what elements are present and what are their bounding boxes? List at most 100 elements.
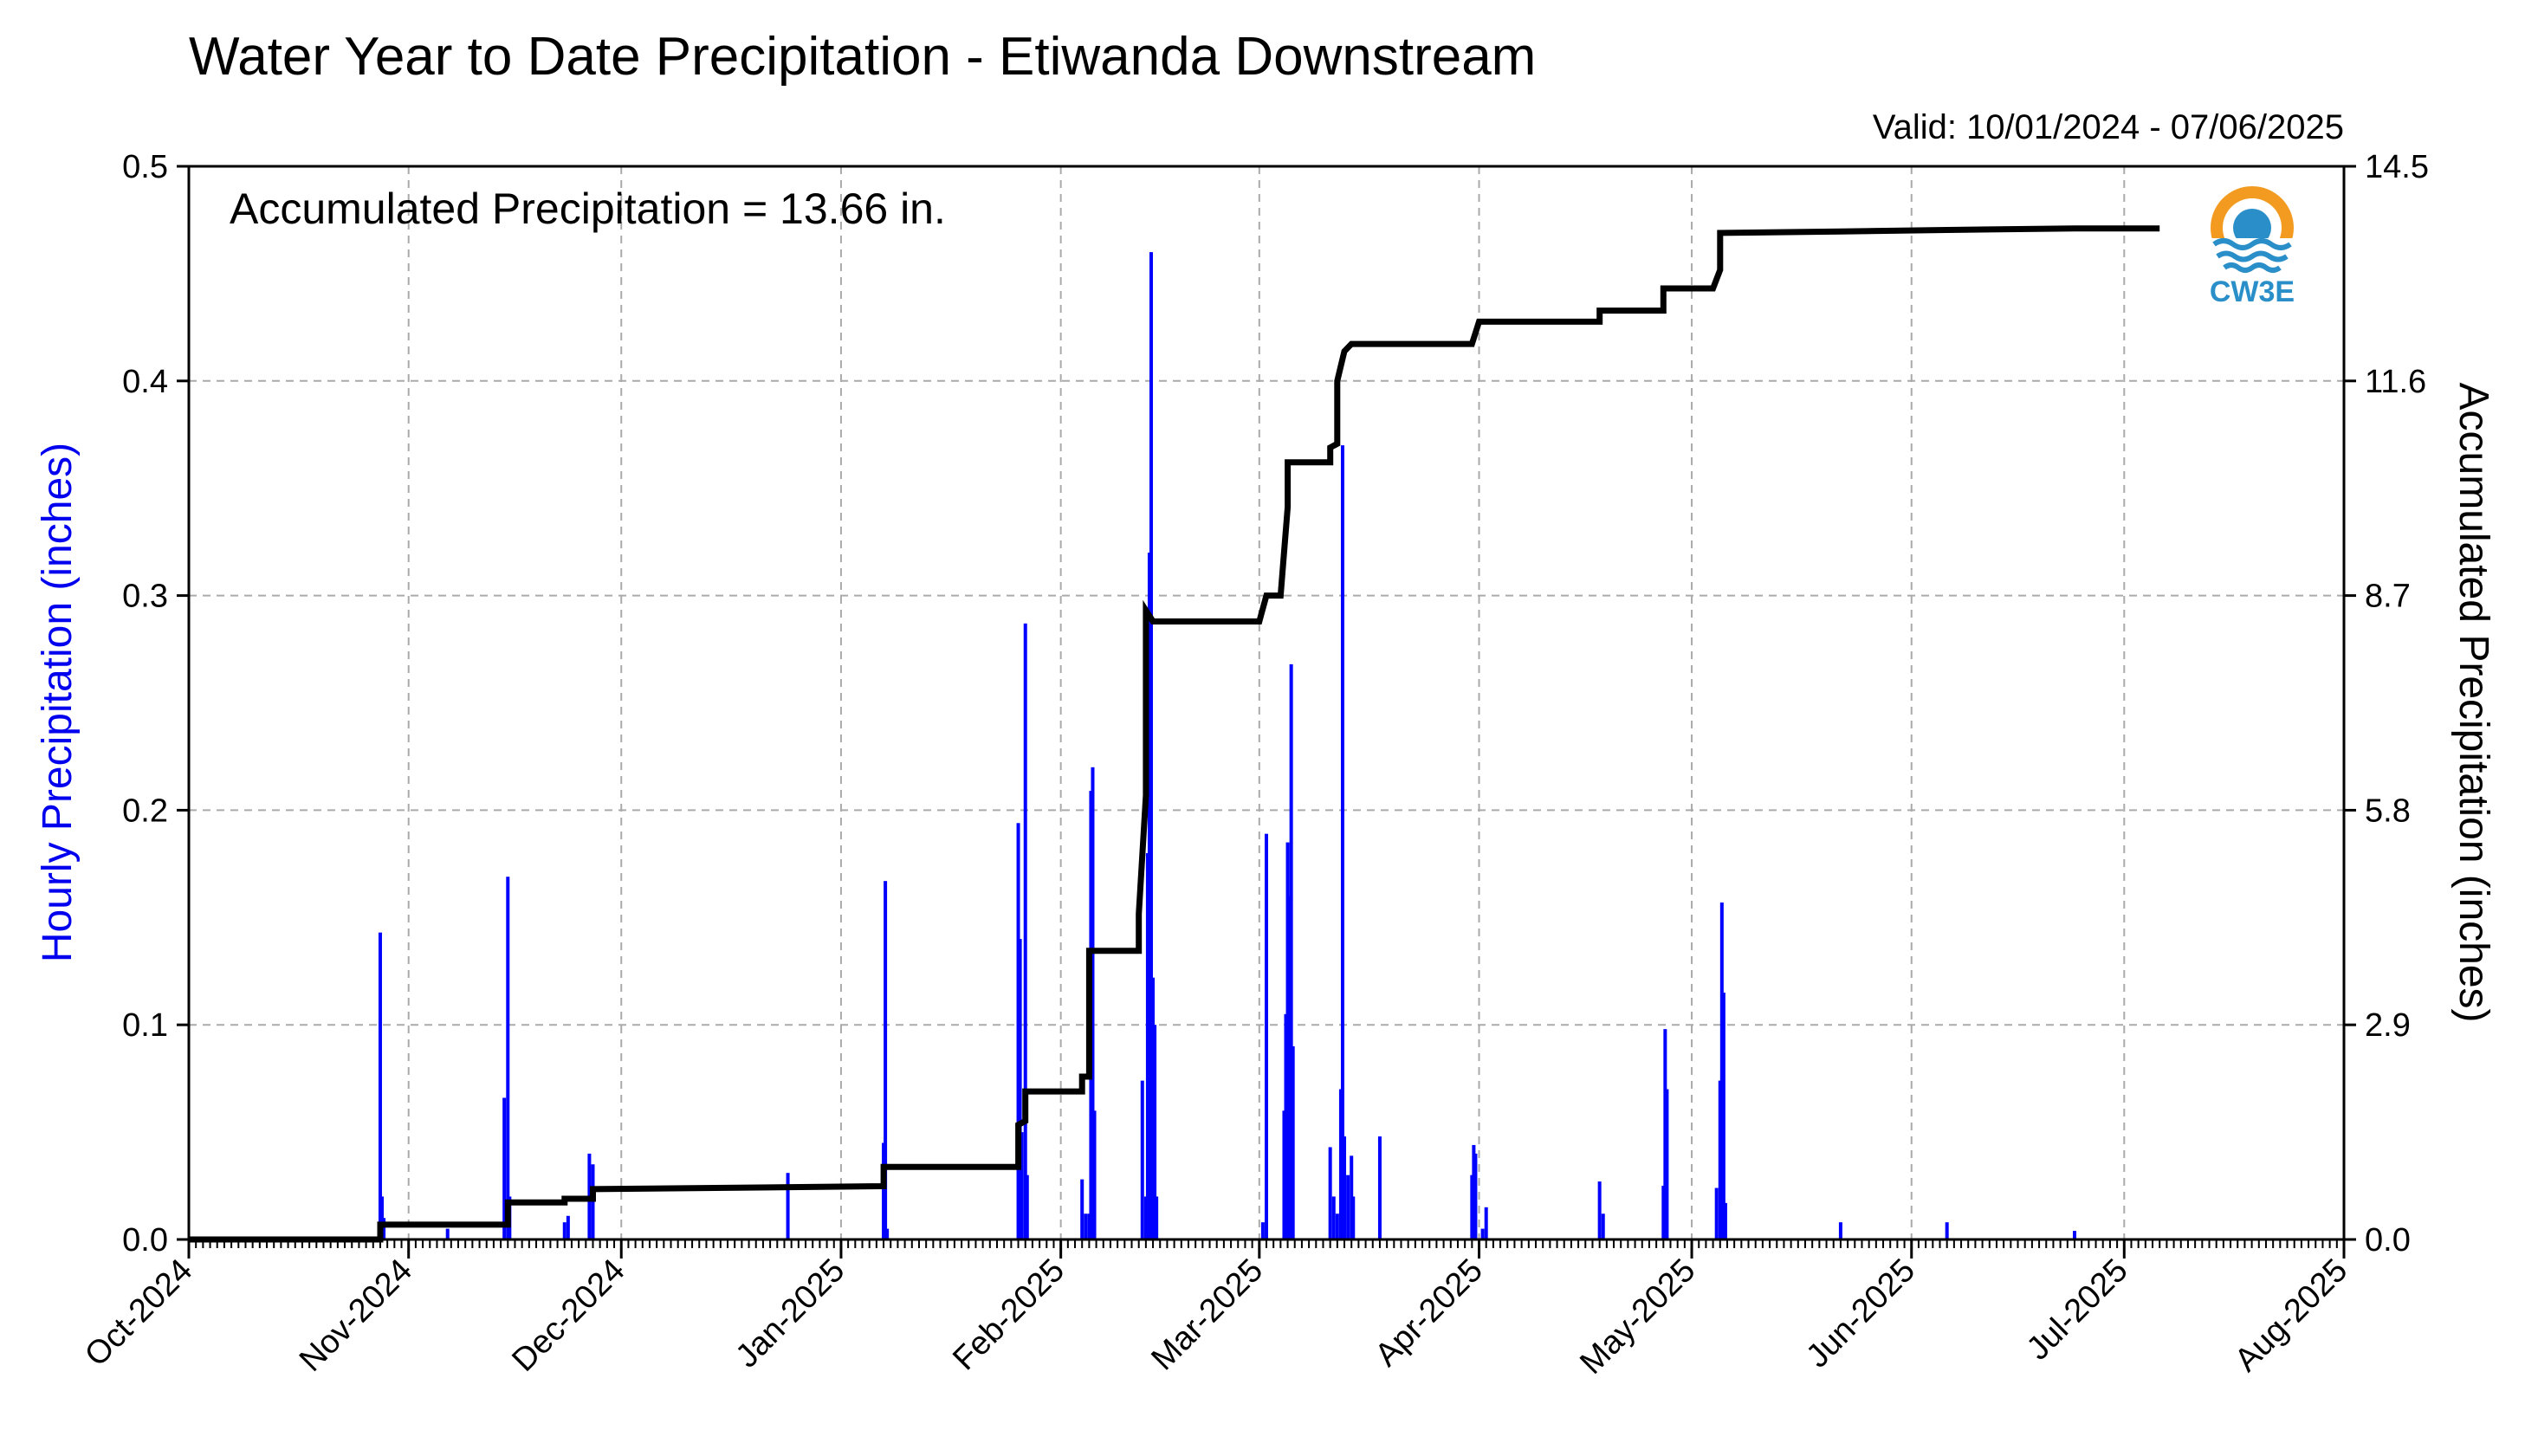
hourly-bar (1473, 1153, 1478, 1239)
hourly-bar (378, 932, 382, 1239)
y-right-tick-label: 5.8 (2365, 793, 2411, 829)
y-right-tick-label: 8.7 (2365, 579, 2411, 615)
grid-lines (189, 166, 2344, 1239)
hourly-bar (1351, 1196, 1356, 1239)
hourly-bar (591, 1164, 595, 1239)
hourly-bar (885, 1228, 890, 1239)
x-tick-label: Mar-2025 (1144, 1252, 1270, 1378)
x-tick-label: Nov-2024 (293, 1252, 419, 1379)
x-tick-label: Jul-2025 (2020, 1252, 2135, 1368)
y-left-tick-label: 0.5 (122, 149, 168, 185)
hourly-bar (1723, 1202, 1727, 1239)
hourly-bar (1331, 1196, 1336, 1239)
hourly-bar (1282, 1110, 1286, 1239)
y-right-tick-label: 11.6 (2365, 364, 2426, 400)
axes: Oct-2024 Nov-2024 Dec-2024 Jan-2025 Feb-2025… (78, 149, 2429, 1382)
hourly-bar (884, 881, 888, 1239)
y-right-tick-label: 0.0 (2365, 1222, 2411, 1259)
accumulated-total-annotation: Accumulated Precipitation = 13.66 in. (230, 184, 946, 233)
hourly-bar (1087, 1213, 1091, 1239)
y-axis-label-right: Accumulated Precipitation (inches) (2451, 382, 2496, 1022)
x-tick-label: Dec-2024 (505, 1252, 631, 1379)
hourly-bar (1328, 1147, 1332, 1239)
logo-wave-1 (2212, 238, 2292, 250)
hourly-bar (562, 1222, 567, 1239)
y-left-tick-label: 0.1 (122, 1007, 168, 1044)
hourly-bar (1484, 1207, 1488, 1239)
hourly-bar (1080, 1179, 1084, 1239)
x-tick-label: Oct-2024 (78, 1252, 199, 1374)
y-right-tick-label: 2.9 (2365, 1007, 2411, 1044)
hourly-bar (502, 1097, 507, 1239)
x-tick-label: May-2025 (1573, 1252, 1702, 1382)
hourly-bar (1084, 1213, 1088, 1239)
hourly-bar (1663, 1029, 1667, 1239)
hourly-bar (1092, 1110, 1097, 1239)
hourly-bar (1597, 1181, 1602, 1239)
logo-drop (2233, 209, 2271, 247)
hourly-bar (1284, 1013, 1288, 1239)
logo-wave-3 (2223, 262, 2282, 273)
hourly-bar (1377, 1136, 1382, 1239)
hourly-bar (1340, 445, 1344, 1239)
hourly-bar (1143, 1196, 1148, 1239)
hourly-bar (1145, 852, 1149, 1239)
hourly-bar (1151, 977, 1156, 1239)
hourly-bar (506, 877, 510, 1239)
hourly-bar (1719, 902, 1724, 1239)
accumulated-line (189, 225, 2160, 1243)
hourly-bar (1718, 1080, 1722, 1239)
hourly-bar (566, 1215, 570, 1239)
hourly-bar (1338, 1089, 1343, 1239)
hourly-bar (1147, 553, 1151, 1239)
hourly-bar (1945, 1222, 1949, 1239)
hourly-bar (1149, 252, 1154, 1239)
hourly-bar (1265, 833, 1268, 1239)
hourly-bar (1346, 1175, 1350, 1239)
hourly-bar (1343, 1136, 1347, 1239)
y-right-tick-label: 14.5 (2365, 149, 2429, 185)
valid-range: Valid: 10/01/2024 - 07/06/2025 (1873, 108, 2344, 146)
cw3e-logo: CW3E (2207, 186, 2297, 308)
x-tick-label: Apr-2025 (1369, 1252, 1490, 1374)
hourly-bar (1025, 1175, 1029, 1239)
x-tick-label: Feb-2025 (946, 1252, 1072, 1378)
hourly-bar (1291, 1045, 1295, 1239)
hourly-bar (1023, 623, 1027, 1239)
chart-title: Water Year to Date Precipitation - Etiwa… (189, 27, 1536, 87)
hourly-bars (378, 252, 2076, 1239)
y-left-tick-label: 0.0 (122, 1222, 168, 1259)
hourly-bar (1289, 663, 1293, 1239)
hourly-bar (1285, 842, 1290, 1239)
hourly-bar (380, 1196, 385, 1239)
hourly-bar (882, 1142, 886, 1239)
hourly-bar (1335, 1213, 1339, 1239)
hourly-bar (1091, 767, 1095, 1239)
hourly-bar (1016, 823, 1020, 1239)
y-left-tick-label: 0.2 (122, 793, 168, 829)
hourly-bar (786, 1173, 790, 1239)
hourly-bar (1140, 1080, 1144, 1239)
logo-wave-2 (2216, 250, 2289, 262)
hourly-bar (1350, 1155, 1354, 1239)
hourly-bar (1665, 1089, 1669, 1239)
x-tick-label: Aug-2025 (2228, 1252, 2354, 1379)
y-left-tick-label: 0.3 (122, 579, 168, 615)
hourly-bar (1153, 1025, 1157, 1239)
hourly-bar (1661, 1186, 1666, 1239)
hourly-bar (2073, 1231, 2076, 1239)
hourly-bar (1018, 939, 1022, 1239)
logo-text: CW3E (2210, 275, 2295, 308)
x-tick-label: Jun-2025 (1799, 1252, 1922, 1375)
hourly-bar (1480, 1228, 1485, 1239)
hourly-bar (1470, 1175, 1474, 1239)
hourly-bar (445, 1228, 450, 1239)
hourly-bar (1260, 1222, 1265, 1239)
hourly-bar (1472, 1144, 1476, 1239)
x-tick-label: Jan-2025 (729, 1252, 852, 1375)
hourly-bar (382, 1218, 386, 1239)
hourly-bar (1601, 1213, 1605, 1239)
hourly-bar (1020, 1132, 1024, 1239)
hourly-bar (1287, 896, 1292, 1239)
